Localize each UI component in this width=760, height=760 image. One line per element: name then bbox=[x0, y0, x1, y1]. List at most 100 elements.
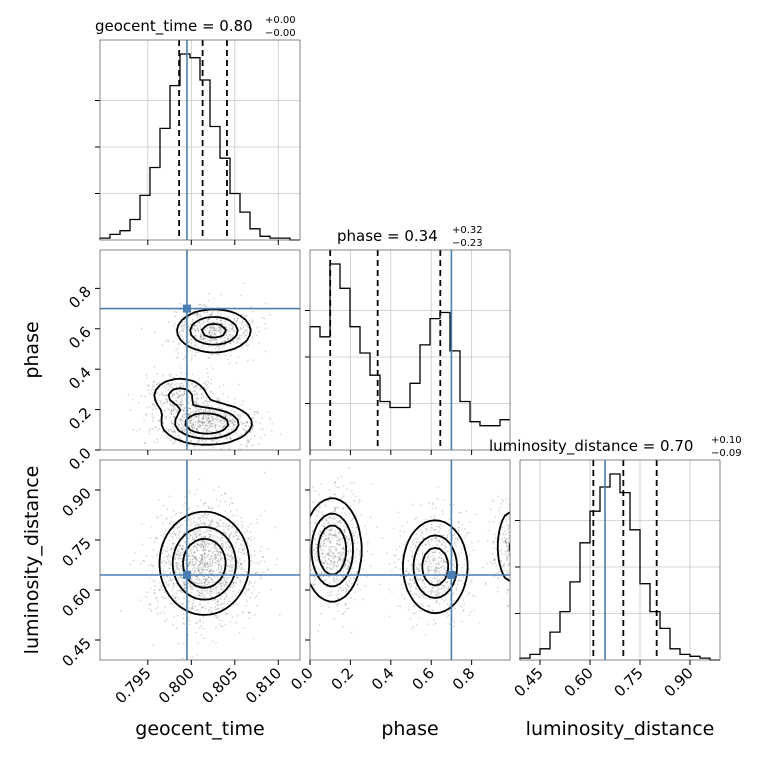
sample-point bbox=[474, 595, 476, 598]
sample-point bbox=[177, 352, 179, 355]
sample-point bbox=[228, 525, 230, 527]
sample-point bbox=[169, 579, 172, 581]
sample-point bbox=[434, 536, 436, 539]
sample-point bbox=[194, 410, 197, 413]
sample-point bbox=[315, 550, 317, 553]
sample-point bbox=[206, 555, 209, 557]
sample-point bbox=[250, 306, 252, 308]
sample-point bbox=[174, 526, 176, 528]
sample-point bbox=[212, 579, 214, 581]
sample-point bbox=[246, 422, 248, 424]
sample-point bbox=[279, 614, 281, 616]
sample-point bbox=[169, 572, 172, 574]
sample-point bbox=[211, 333, 213, 335]
title-geocent-time: geocent_time = 0.80 bbox=[95, 17, 253, 36]
sample-point bbox=[162, 546, 164, 548]
sample-point bbox=[348, 563, 350, 565]
sample-point bbox=[226, 410, 228, 412]
sample-point bbox=[204, 426, 206, 429]
sample-point bbox=[223, 425, 225, 427]
sample-point bbox=[493, 575, 495, 577]
sample-point bbox=[468, 568, 470, 570]
sample-point bbox=[183, 390, 185, 392]
sample-point bbox=[190, 440, 192, 442]
sample-point bbox=[505, 542, 507, 544]
sample-point bbox=[144, 442, 146, 444]
sample-point bbox=[241, 539, 243, 541]
sample-point bbox=[445, 561, 447, 564]
sample-point bbox=[343, 545, 345, 547]
sample-point bbox=[171, 404, 174, 407]
sample-point bbox=[434, 551, 436, 553]
sample-point bbox=[335, 506, 338, 509]
sample-point bbox=[239, 421, 242, 423]
sample-point bbox=[166, 575, 168, 577]
sample-point bbox=[169, 417, 172, 419]
sample-point bbox=[347, 538, 349, 540]
sample-point bbox=[308, 562, 309, 563]
sample-point bbox=[334, 510, 336, 512]
sample-point bbox=[203, 382, 205, 384]
sample-point bbox=[205, 579, 207, 582]
sample-point bbox=[206, 578, 208, 580]
sample-point bbox=[179, 323, 181, 325]
sample-point bbox=[162, 414, 164, 416]
sample-point bbox=[229, 420, 231, 422]
sample-point bbox=[214, 418, 217, 420]
sample-point bbox=[412, 626, 414, 628]
sample-point bbox=[208, 331, 210, 333]
sample-point bbox=[188, 407, 190, 410]
sample-point bbox=[187, 617, 190, 619]
sample-point bbox=[440, 557, 443, 560]
sample-point bbox=[252, 310, 255, 313]
sample-point bbox=[190, 420, 193, 422]
sample-point bbox=[175, 329, 177, 331]
sample-point bbox=[250, 582, 252, 584]
sample-point bbox=[199, 567, 201, 569]
sample-point bbox=[514, 547, 515, 548]
sample-point bbox=[195, 415, 197, 417]
sample-point bbox=[225, 330, 228, 332]
sample-point bbox=[231, 421, 234, 424]
sample-point bbox=[221, 534, 223, 536]
sample-point bbox=[215, 438, 217, 440]
sample-point bbox=[207, 418, 210, 420]
sample-point bbox=[334, 518, 336, 520]
sample-point bbox=[212, 555, 215, 558]
sample-point bbox=[217, 592, 219, 594]
sample-point bbox=[214, 544, 217, 546]
sample-point bbox=[241, 328, 243, 330]
sample-point bbox=[351, 582, 353, 585]
sample-point bbox=[174, 416, 176, 418]
sample-point bbox=[209, 535, 211, 538]
sample-point bbox=[356, 526, 358, 529]
sample-point bbox=[257, 412, 260, 415]
sample-point bbox=[332, 562, 335, 565]
sample-point bbox=[440, 566, 442, 568]
sample-point bbox=[448, 606, 450, 608]
sample-point bbox=[202, 540, 204, 542]
sample-point bbox=[207, 386, 209, 388]
sample-point bbox=[328, 532, 330, 534]
sample-point bbox=[331, 590, 333, 592]
sample-point bbox=[231, 502, 233, 504]
sample-point bbox=[235, 546, 237, 548]
sample-point bbox=[220, 344, 222, 346]
sample-point bbox=[256, 522, 258, 524]
sample-point bbox=[499, 521, 501, 523]
sample-point bbox=[348, 561, 351, 563]
sample-point bbox=[175, 593, 178, 595]
sample-point bbox=[175, 565, 177, 567]
sample-point bbox=[193, 445, 195, 447]
sample-point bbox=[249, 431, 252, 434]
sample-point bbox=[199, 543, 201, 545]
sample-point bbox=[170, 579, 172, 582]
sample-point bbox=[145, 374, 147, 376]
sample-point bbox=[177, 410, 180, 413]
sample-point bbox=[201, 445, 204, 447]
sample-point bbox=[207, 537, 209, 539]
sample-point bbox=[188, 542, 191, 544]
xtick-label: 0.60 bbox=[560, 664, 596, 700]
sample-point bbox=[518, 516, 519, 517]
sample-point bbox=[197, 427, 199, 429]
